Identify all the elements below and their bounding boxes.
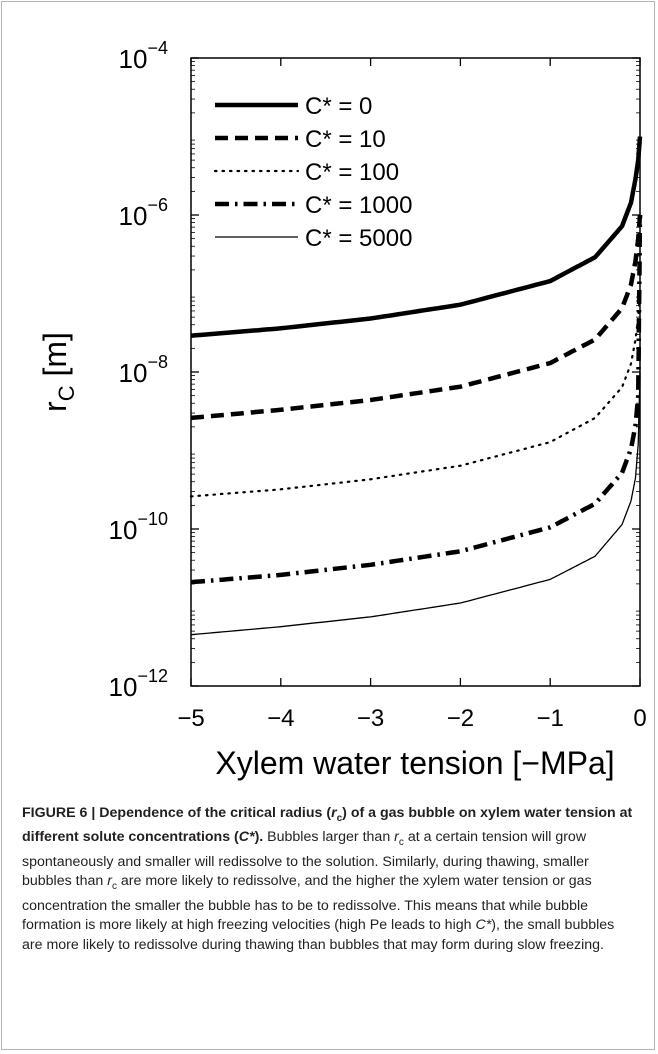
series-line-3 bbox=[190, 214, 643, 585]
legend-label-0: C* = 0 bbox=[305, 93, 372, 120]
series-line-0 bbox=[190, 135, 643, 338]
legend-label-4: C* = 5000 bbox=[305, 225, 412, 252]
legend-label-1: C* = 10 bbox=[305, 126, 386, 153]
caption-body-1: Bubbles larger than bbox=[263, 829, 395, 846]
caption-c-subscript-3: c bbox=[111, 881, 117, 893]
x-tick-label: 0 bbox=[633, 705, 646, 732]
caption-r-symbol-3: r bbox=[107, 873, 112, 890]
x-tick-label: −4 bbox=[267, 705, 294, 732]
legend-label-2: C* = 100 bbox=[305, 159, 399, 186]
caption-body-4: ), the small bubbles are more likely to … bbox=[22, 917, 615, 954]
series-layer bbox=[189, 135, 643, 636]
caption-fig-label: FIGURE 6 | Dependence of the critical ra… bbox=[22, 805, 332, 821]
y-axis-label-unit: [m] bbox=[37, 332, 73, 385]
x-tick-label: −5 bbox=[177, 705, 204, 732]
caption-r-symbol-2: r bbox=[394, 829, 399, 846]
y-tick-label: 10−6 bbox=[119, 195, 168, 231]
y-tick-label: 10−8 bbox=[119, 352, 168, 388]
caption-c-star: C* bbox=[238, 829, 255, 846]
y-tick-label: 10−4 bbox=[119, 38, 168, 74]
x-tick-label: −3 bbox=[357, 705, 384, 732]
y-axis-label-main: r bbox=[37, 401, 73, 412]
x-tick-label: −1 bbox=[537, 705, 564, 732]
y-tick-label: 10−12 bbox=[109, 666, 168, 702]
caption-body-3: are more likely to redissolve, and the h… bbox=[22, 873, 592, 934]
y-axis-label-sub: C bbox=[54, 385, 79, 401]
legend: C* = 0 C* = 10 C* = 100 C* = 1000 C* = 5000 bbox=[213, 93, 412, 252]
series-line-2 bbox=[189, 292, 642, 498]
plot-area bbox=[190, 57, 641, 687]
x-tick-label: −2 bbox=[447, 705, 474, 732]
caption-c-subscript: c bbox=[336, 812, 343, 824]
caption-c-star-2: C* bbox=[475, 917, 492, 934]
figure-caption: FIGURE 6 | Dependence of the critical ra… bbox=[22, 804, 637, 956]
caption-c-subscript-2: c bbox=[398, 837, 404, 849]
chart: −5 −4 −3 −2 −1 0 10−12 10−10 10−8 10−6 10−4 C* = 0… bbox=[37, 38, 647, 781]
caption-r-symbol: r bbox=[331, 805, 337, 821]
caption-title-mid: ) of a gas bubble on xylem water tension… bbox=[22, 805, 633, 846]
series-line-4 bbox=[190, 371, 641, 636]
caption-title: FIGURE 6 | Dependence of the critical ra… bbox=[22, 805, 632, 845]
x-axis-label: Xylem water tension [−MPa] bbox=[215, 745, 614, 781]
caption-body-2: at a certain tension will grow spontaneo… bbox=[22, 829, 589, 890]
caption-title-end: ). bbox=[254, 829, 264, 846]
series-line-1 bbox=[190, 213, 643, 421]
y-axis-label: rC [m] bbox=[37, 332, 79, 412]
tick-layer: −5 −4 −3 −2 −1 0 10−12 10−10 10−8 10−6 10−4 bbox=[109, 38, 647, 732]
y-tick-label: 10−10 bbox=[109, 509, 168, 545]
legend-label-3: C* = 1000 bbox=[305, 192, 412, 219]
